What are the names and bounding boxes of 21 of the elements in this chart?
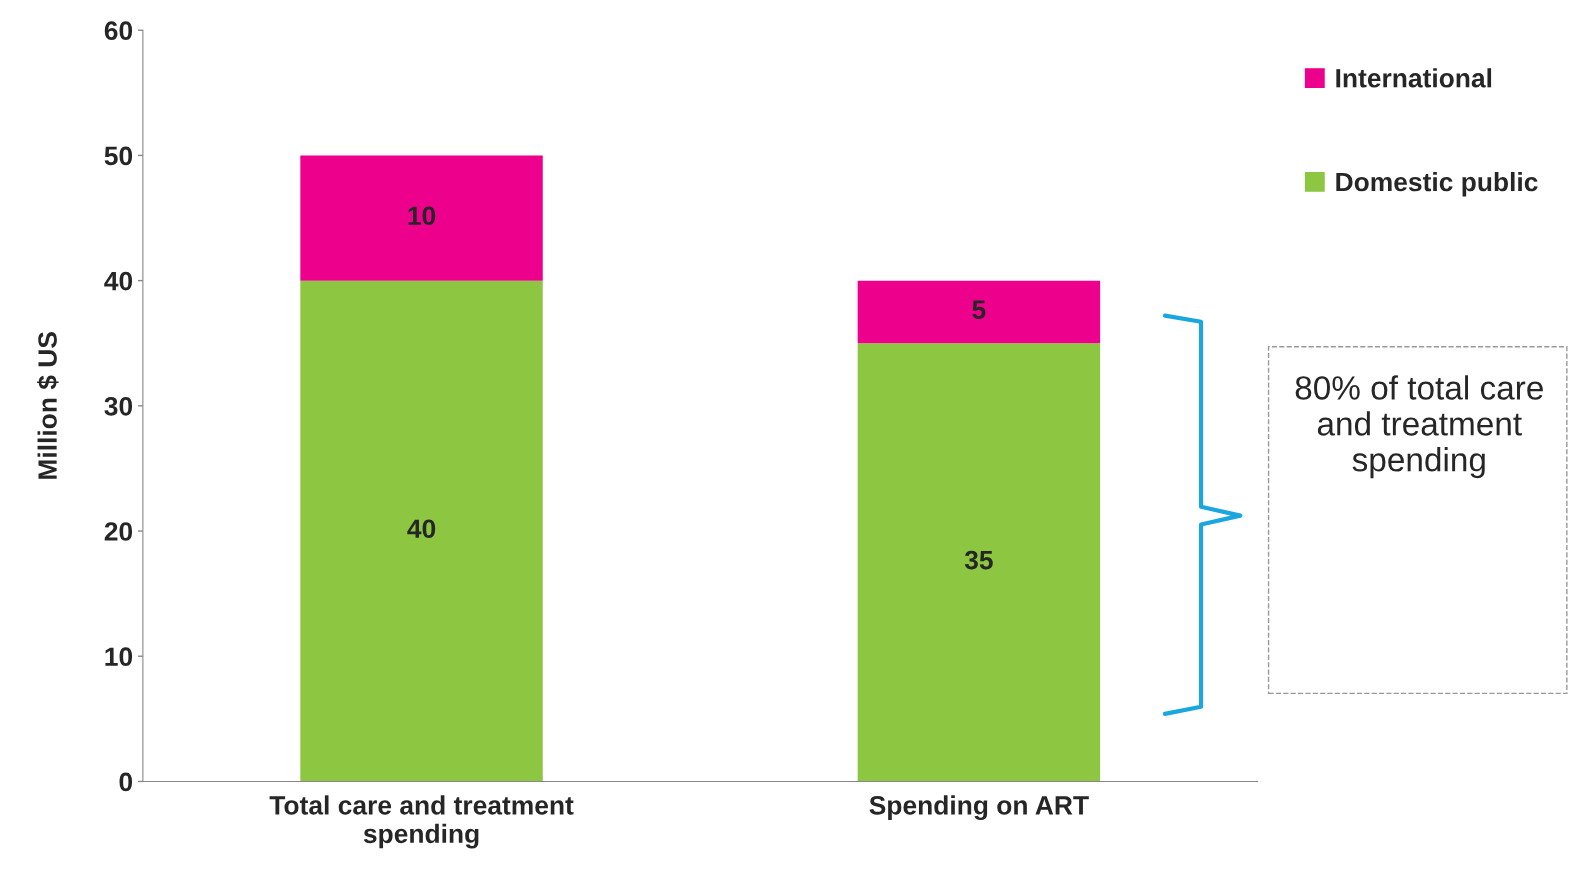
x-tick-label: Total care and treatment spending [269, 795, 574, 849]
data-label: 5 [972, 300, 986, 320]
y-tick-label: 10 [105, 647, 133, 667]
y-tick-label: 0 [119, 772, 133, 792]
y-tick-label: 40 [104, 271, 133, 291]
data-label: 40 [407, 519, 436, 539]
text: 80% of total care and treatment spending [1295, 375, 1543, 479]
bar [857, 280, 1101, 344]
legend-label: Domestic public [1336, 171, 1538, 197]
y-tick-label: 30 [104, 396, 133, 416]
x-tick-label: Spending on ART [869, 795, 1089, 821]
y-tick-label: 60 [104, 21, 133, 41]
data-label: 35 [964, 550, 993, 570]
y-tick-label: 50 [104, 146, 133, 166]
legend-label: International [1336, 68, 1492, 88]
bar [300, 280, 543, 782]
bar [300, 155, 543, 281]
data-label: 10 [408, 206, 436, 226]
bar [857, 343, 1101, 782]
y-tick-label: 20 [104, 522, 133, 541]
y-axis-title: Million $ US [37, 332, 59, 479]
